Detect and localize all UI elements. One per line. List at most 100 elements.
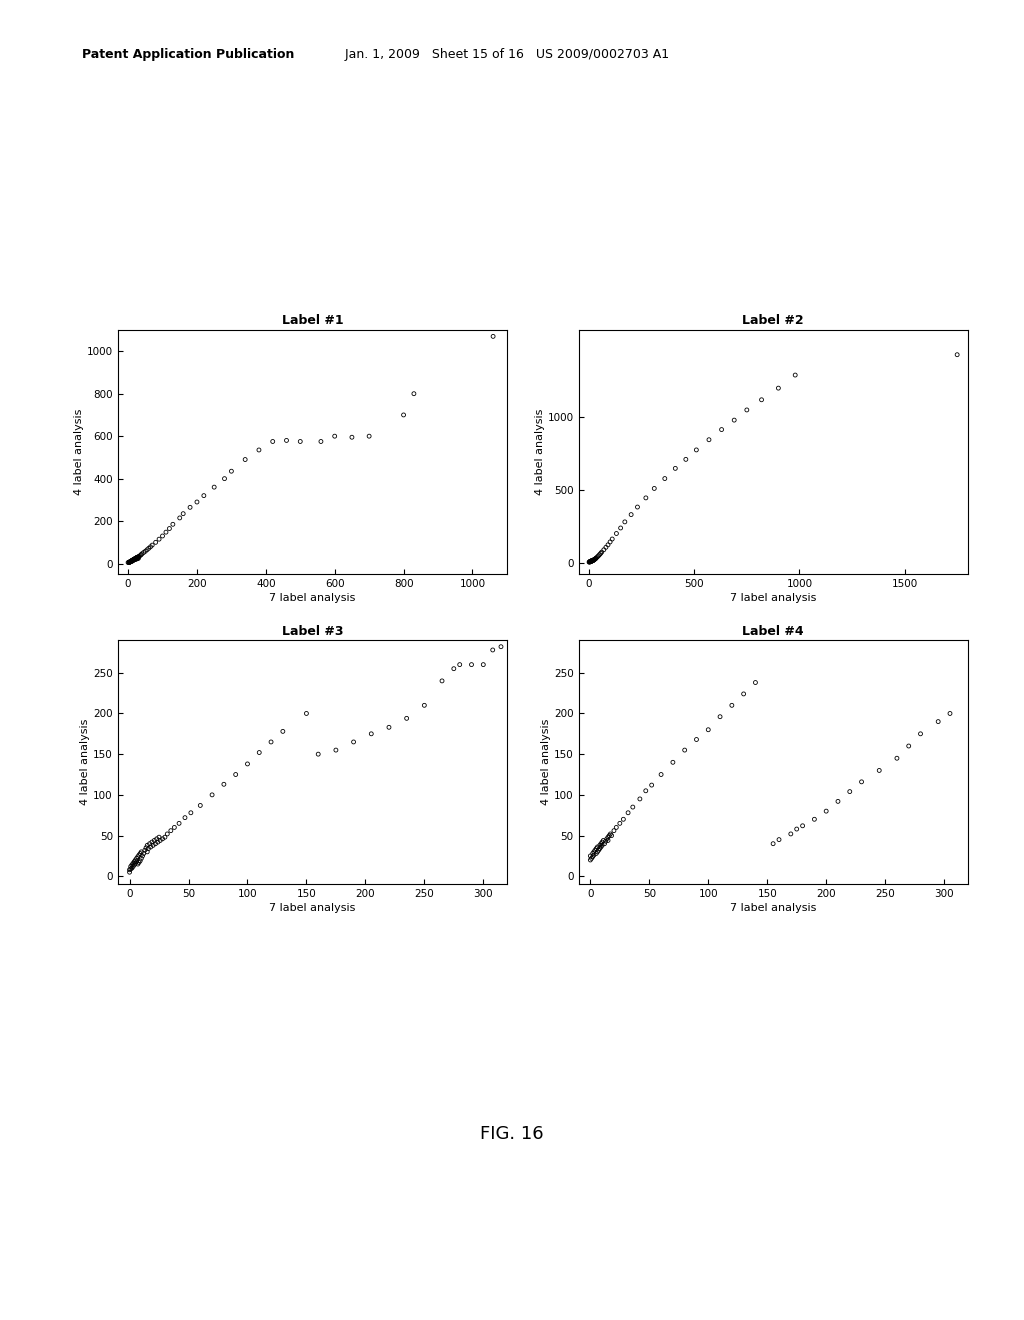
Point [588, 548, 604, 569]
Point [206, 477, 222, 498]
Point [748, 672, 764, 693]
Point [121, 552, 137, 573]
Point [123, 550, 139, 572]
Point [667, 458, 683, 479]
Point [127, 850, 143, 871]
Point [603, 825, 620, 846]
Point [585, 549, 601, 570]
Point [360, 425, 377, 446]
Point [132, 850, 148, 871]
Point [594, 541, 610, 562]
Point [871, 760, 888, 781]
Point [139, 841, 156, 862]
Point [611, 813, 628, 834]
Point [126, 549, 142, 570]
Point [132, 843, 148, 865]
Point [588, 548, 604, 569]
Point [128, 548, 144, 569]
Point [589, 841, 605, 862]
Point [842, 781, 858, 803]
Point [589, 837, 605, 858]
Point [597, 830, 613, 851]
Point [124, 549, 140, 570]
Point [128, 548, 144, 569]
Point [587, 549, 603, 570]
Point [588, 843, 604, 865]
Point [584, 550, 600, 572]
Point [135, 843, 152, 865]
Point [581, 552, 597, 573]
Point [327, 425, 343, 446]
Point [163, 820, 179, 841]
Point [130, 546, 146, 568]
Point [735, 684, 752, 705]
Point [608, 523, 625, 544]
Point [121, 552, 137, 573]
Point [126, 548, 142, 569]
Point [889, 747, 905, 768]
Point [251, 742, 267, 763]
Point [124, 550, 140, 572]
Point [182, 496, 199, 517]
Point [463, 653, 479, 675]
Point [594, 834, 610, 855]
Point [591, 840, 607, 861]
Point [601, 825, 617, 846]
Point [782, 824, 799, 845]
Point [726, 409, 742, 430]
X-axis label: 7 label analysis: 7 label analysis [269, 593, 355, 603]
Point [124, 858, 140, 879]
Point [133, 841, 150, 862]
Point [765, 833, 781, 854]
Point [122, 552, 138, 573]
Point [151, 528, 167, 549]
X-axis label: 7 label analysis: 7 label analysis [730, 593, 816, 603]
Point [144, 535, 161, 556]
Point [134, 845, 151, 866]
Point [177, 807, 194, 828]
Point [653, 764, 670, 785]
Y-axis label: 4 label analysis: 4 label analysis [80, 719, 90, 805]
Point [127, 853, 143, 874]
Point [771, 829, 787, 850]
Point [131, 545, 147, 566]
Point [263, 731, 280, 752]
Text: Patent Application Publication: Patent Application Publication [82, 48, 294, 61]
Point [754, 389, 770, 411]
Point [155, 525, 171, 546]
Point [587, 840, 603, 861]
Point [583, 550, 599, 572]
Point [584, 550, 600, 572]
Point [585, 550, 601, 572]
Point [485, 326, 502, 347]
Point [602, 532, 618, 553]
Point [166, 817, 182, 838]
Y-axis label: 4 label analysis: 4 label analysis [74, 409, 84, 495]
Point [216, 469, 232, 490]
Point [130, 854, 146, 875]
Point [328, 739, 344, 760]
Point [147, 532, 164, 553]
Point [595, 830, 611, 851]
Point [188, 491, 205, 512]
Point [584, 847, 600, 869]
Point [344, 426, 360, 447]
Point [125, 855, 141, 876]
Point [638, 487, 654, 508]
Point [592, 544, 608, 565]
Point [216, 774, 232, 795]
Point [133, 847, 150, 869]
Point [125, 853, 141, 874]
Point [135, 543, 152, 564]
Point [130, 548, 146, 569]
Point [584, 550, 600, 572]
Point [930, 711, 946, 733]
Point [583, 845, 599, 866]
Point [583, 550, 599, 572]
Point [416, 694, 432, 715]
Point [128, 847, 144, 869]
Point [594, 832, 610, 853]
Point [598, 537, 614, 558]
Point [143, 832, 160, 853]
Point [125, 550, 141, 572]
